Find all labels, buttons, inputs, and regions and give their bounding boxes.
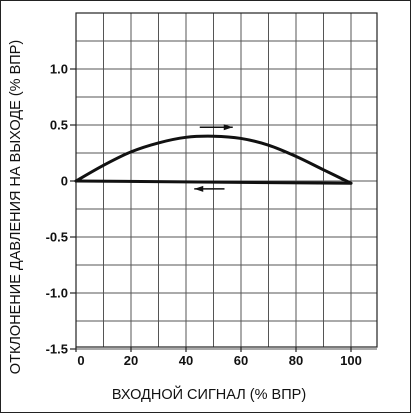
x-tick-label: 60 xyxy=(234,353,248,368)
y-tick-label: -1.5 xyxy=(46,342,68,357)
y-tick-label: 0 xyxy=(61,174,68,189)
series-line-decreasing xyxy=(74,179,353,185)
y-tick-label: 1.0 xyxy=(50,62,68,77)
series-group xyxy=(74,134,353,185)
x-tick-label: 80 xyxy=(289,353,303,368)
arrow-right-head xyxy=(223,124,233,131)
axis-ticks: 1.0 0.5 0 -0.5 -1.0 -1.5 0 20 40 60 80 100 xyxy=(46,62,362,369)
x-tick-label: 0 xyxy=(77,353,84,368)
x-tick-label: 20 xyxy=(124,353,138,368)
y-axis-label: ОТКЛОНЕНИЕ ДАВЛЕНИЯ НА ВЫХОДЕ (% ВПР) xyxy=(8,40,24,374)
arrow-left-head xyxy=(194,185,204,192)
y-tick-label: -0.5 xyxy=(46,230,68,245)
x-tick-label: 100 xyxy=(340,353,362,368)
y-tick-label: 0.5 xyxy=(50,118,68,133)
y-tick-label: -1.0 xyxy=(46,286,68,301)
series-line-increasing xyxy=(74,134,353,185)
direction-arrows xyxy=(194,124,233,192)
x-axis-label: ВХОДНОЙ СИГНАЛ (% ВПР) xyxy=(112,385,306,403)
x-tick-label: 40 xyxy=(179,353,193,368)
